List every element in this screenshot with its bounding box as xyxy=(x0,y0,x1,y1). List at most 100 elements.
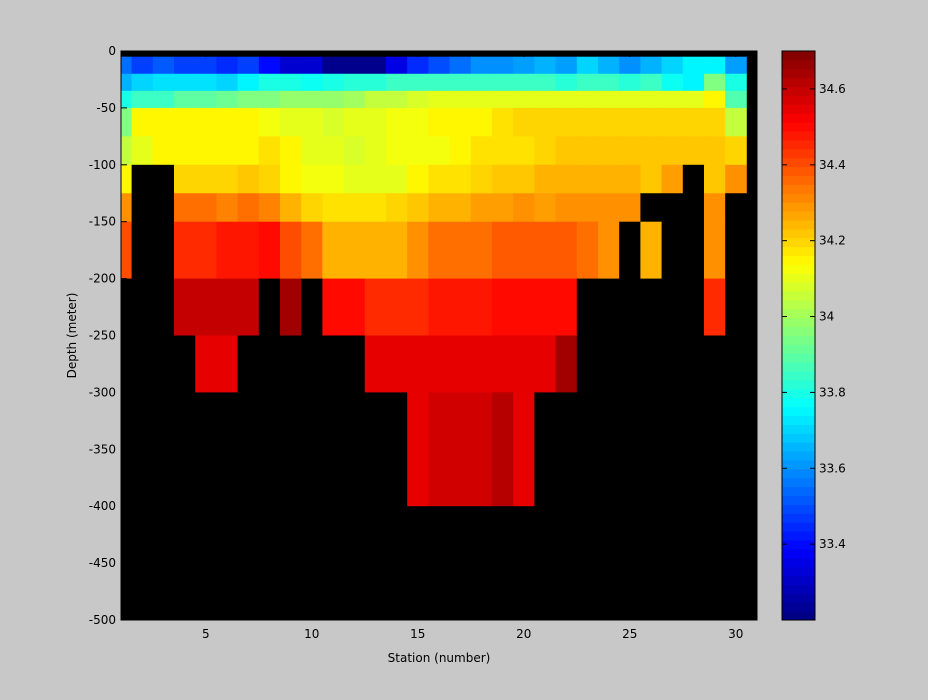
heatmap-cell xyxy=(301,193,323,223)
heatmap-cell xyxy=(470,164,493,194)
x-tick-label: 25 xyxy=(622,627,637,641)
heatmap-cell xyxy=(174,278,196,336)
heatmap-cell xyxy=(598,56,620,75)
heatmap-cell xyxy=(598,278,620,336)
heatmap-cell xyxy=(386,221,408,279)
heatmap-cell xyxy=(534,136,556,166)
heatmap-cell xyxy=(386,392,408,507)
heatmap-cell xyxy=(428,56,450,75)
heatmap-cell xyxy=(534,164,556,194)
heatmap-cell xyxy=(682,136,705,166)
y-tick-label: -200 xyxy=(89,272,116,286)
heatmap-cell xyxy=(470,51,493,58)
heatmap-cell xyxy=(428,107,450,137)
colorbar-segment xyxy=(782,299,815,310)
heatmap-cell xyxy=(195,335,217,393)
heatmap-cell xyxy=(280,278,302,336)
heatmap-cell xyxy=(195,136,217,166)
heatmap-cell xyxy=(131,51,154,58)
heatmap-cell xyxy=(725,335,747,393)
colorbar-segment xyxy=(782,566,815,577)
heatmap-cell xyxy=(470,193,493,223)
heatmap-cell xyxy=(343,193,366,223)
colorbar-tick-label: 34 xyxy=(819,310,834,324)
colorbar-segment xyxy=(782,246,815,256)
colorbar-segment xyxy=(782,584,815,594)
y-axis-label: Depth (meter) xyxy=(65,293,79,379)
heatmap-cell xyxy=(640,392,662,507)
heatmap-cell xyxy=(470,56,493,75)
heatmap-cell xyxy=(386,278,408,336)
heatmap-cell xyxy=(216,221,238,279)
heatmap-cell xyxy=(280,506,302,621)
heatmap-cell xyxy=(386,107,408,137)
heatmap-cell xyxy=(322,221,344,279)
heatmap-cell xyxy=(449,73,472,92)
heatmap-cell xyxy=(428,506,450,621)
colorbar-segment xyxy=(782,379,815,390)
heatmap-cell xyxy=(322,506,344,621)
heatmap-cell xyxy=(301,164,323,194)
colorbar-segment xyxy=(782,157,815,168)
heatmap-cell xyxy=(322,136,344,166)
heatmap-cell xyxy=(364,107,387,137)
heatmap-cell xyxy=(640,193,662,223)
heatmap-cell xyxy=(301,56,323,75)
heatmap-cell xyxy=(492,136,514,166)
y-tick-label: -350 xyxy=(89,442,116,456)
heatmap-cell xyxy=(492,73,514,92)
colorbar-segment xyxy=(782,575,815,585)
heatmap-cell xyxy=(121,73,132,92)
heatmap-cell xyxy=(301,278,323,336)
heatmap-cell xyxy=(619,506,641,621)
heatmap-cell xyxy=(640,136,662,166)
heatmap-cell xyxy=(407,335,429,393)
heatmap-cell xyxy=(661,136,684,166)
heatmap-cell xyxy=(492,278,514,336)
heatmap-cell xyxy=(364,506,387,621)
heatmap-cell xyxy=(704,164,726,194)
colorbar-segment xyxy=(782,148,815,159)
heatmap-cell xyxy=(619,193,641,223)
heatmap-cell xyxy=(640,506,662,621)
heatmap-cell xyxy=(237,278,260,336)
heatmap-cell xyxy=(237,164,260,194)
heatmap-cell xyxy=(470,221,493,279)
heatmap-cell xyxy=(386,335,408,393)
heatmap-cell xyxy=(449,51,472,58)
heatmap-cell xyxy=(576,164,599,194)
heatmap-cell xyxy=(661,221,684,279)
colorbar-segment xyxy=(782,344,815,354)
colorbar-segment xyxy=(782,362,815,372)
heatmap-cell xyxy=(216,193,238,223)
heatmap-cell xyxy=(152,278,175,336)
heatmap-cell xyxy=(470,90,493,109)
heatmap-cell xyxy=(131,221,154,279)
heatmap-cell xyxy=(258,335,281,393)
heatmap-cell xyxy=(576,193,599,223)
heatmap-cell xyxy=(364,335,387,393)
heatmap-cell xyxy=(428,90,450,109)
heatmap-cell xyxy=(492,56,514,75)
heatmap-cell xyxy=(386,136,408,166)
heatmap-cell xyxy=(704,107,726,137)
heatmap-cell xyxy=(216,136,238,166)
heatmap-cell xyxy=(704,392,726,507)
heatmap-cell xyxy=(534,90,556,109)
heatmap-cell xyxy=(195,107,217,137)
heatmap-cell xyxy=(280,51,302,58)
heatmap-cell xyxy=(343,164,366,194)
heatmap-cell xyxy=(619,278,641,336)
heatmap-cell xyxy=(152,73,175,92)
heatmap-cell xyxy=(121,335,132,393)
heatmap-cell xyxy=(576,51,599,58)
colorbar-segment xyxy=(782,522,815,532)
heatmap-cell xyxy=(258,90,281,109)
heatmap-cell xyxy=(216,51,238,58)
heatmap-cell xyxy=(661,56,684,75)
heatmap-cell xyxy=(121,278,132,336)
heatmap-cell xyxy=(619,73,641,92)
heatmap-cell xyxy=(258,136,281,166)
heatmap-cell xyxy=(428,136,450,166)
heatmap-cell xyxy=(492,392,514,507)
